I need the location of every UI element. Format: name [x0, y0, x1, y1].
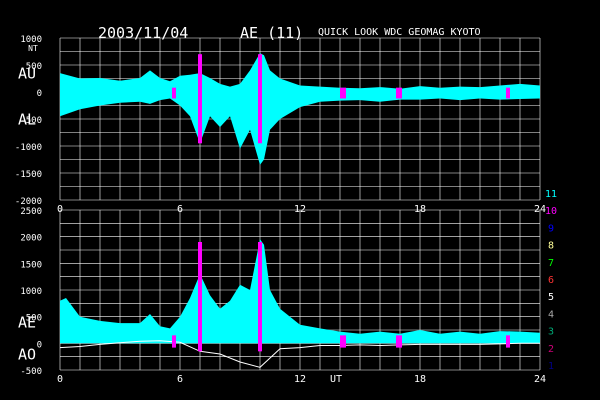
bottom-xtick-label: 6: [177, 374, 183, 385]
top-xtick-label: 18: [414, 204, 426, 215]
top-xtick-label: 12: [294, 204, 306, 215]
highlight-marker: [172, 335, 176, 348]
bottom-ytick-label: 1000: [20, 287, 42, 297]
highlight-marker: [506, 335, 510, 348]
bottom-xtick-label: 24: [534, 374, 546, 385]
bottom-ytick-label: -500: [20, 367, 42, 377]
source-label: QUICK LOOK WDC GEOMAG KYOTO: [318, 27, 481, 38]
highlight-marker: [340, 335, 346, 348]
xlabel-ut: UT: [330, 374, 342, 385]
highlight-marker: [396, 87, 402, 99]
highlight-marker: [506, 87, 510, 99]
bottom-ylabel-lower: AO: [18, 345, 36, 363]
top-xtick-label: 24: [534, 204, 546, 215]
top-ytick-label: -500: [20, 116, 42, 126]
top-ytick-label: -1000: [15, 143, 42, 153]
highlight-marker: [340, 87, 346, 99]
legend-entry: 8: [548, 241, 554, 252]
unit-label: NT: [28, 44, 38, 53]
bottom-ytick-label: 0: [37, 340, 42, 350]
bottom-ytick-label: 1500: [20, 260, 42, 270]
top-ytick-label: 0: [37, 89, 42, 99]
legend-entry: 4: [548, 309, 554, 320]
legend-entry: 5: [548, 292, 554, 303]
legend-entry: 7: [548, 258, 554, 269]
index-label: AE (11): [240, 24, 304, 42]
ae-area: [60, 239, 540, 344]
ao-line: [59, 340, 540, 368]
bottom-ylabel-upper: AE: [18, 313, 36, 331]
legend-entry: 2: [548, 344, 554, 355]
top-ylabel-lower: AL: [18, 110, 36, 128]
highlight-marker: [258, 242, 262, 352]
bottom-ytick-label: 2000: [20, 234, 42, 244]
bottom-xtick-label: 12: [294, 374, 306, 385]
bottom-ytick-label: 500: [26, 314, 42, 324]
legend-entry: 9: [548, 223, 554, 234]
bottom-ytick-label: 2500: [20, 207, 42, 217]
date-label: 2003/11/04: [98, 24, 189, 42]
top-ytick-label: -1500: [15, 170, 42, 180]
top-xtick-label: 0: [57, 204, 63, 215]
highlight-marker: [198, 54, 202, 144]
bottom-xtick-label: 18: [414, 374, 426, 385]
legend-entry: 3: [548, 327, 554, 338]
legend-entry: 6: [548, 275, 554, 286]
legend-entry: 10: [545, 206, 557, 217]
top-ytick-label: -2000: [15, 197, 42, 207]
au-al-band: [60, 53, 540, 165]
highlight-marker: [198, 242, 202, 352]
bottom-xtick-label: 0: [57, 374, 63, 385]
highlight-marker: [258, 54, 262, 144]
legend-entry: 1: [548, 361, 554, 372]
top-ylabel-upper: AU: [18, 65, 36, 83]
highlight-marker: [396, 335, 402, 348]
top-ytick-label: 1000: [20, 35, 42, 45]
top-ytick-label: 500: [26, 62, 42, 72]
top-xtick-label: 6: [177, 204, 183, 215]
highlight-marker: [172, 87, 176, 99]
legend-entry: 11: [545, 189, 557, 200]
